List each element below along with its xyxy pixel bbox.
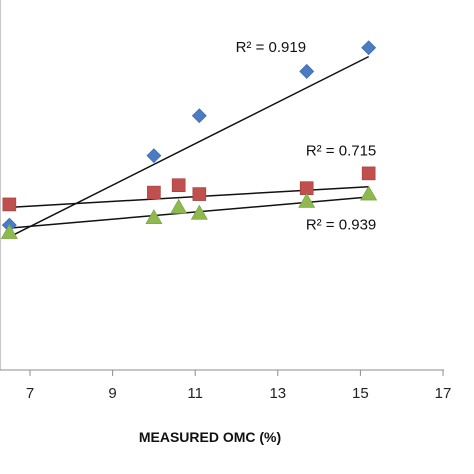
- x-tick-label: 17: [435, 385, 452, 402]
- x-tick-label: 11: [187, 385, 203, 402]
- data-point-series-2: [171, 178, 186, 193]
- x-tick-label: 9: [108, 385, 116, 402]
- data-point-series-3: [170, 198, 188, 214]
- data-point-series-2: [299, 181, 314, 195]
- x-tick-label: 13: [269, 385, 286, 402]
- r2-label-series-1: R² = 0.919: [236, 39, 306, 56]
- data-point-series-1: [191, 108, 207, 124]
- data-point-series-1: [299, 63, 315, 79]
- data-point-series-1: [361, 40, 377, 56]
- chart-axes: 7 9 11 13 15 17: [0, 0, 451, 402]
- r2-label-series-2: R² = 0.715: [306, 143, 376, 160]
- data-point-series-3: [360, 185, 378, 201]
- data-point-series-3: [145, 209, 163, 225]
- r2-labels: R² = 0.919 R² = 0.715 R² = 0.939: [236, 39, 377, 233]
- data-point-series-3: [298, 192, 316, 208]
- trendline-series-2: [9, 185, 369, 209]
- data-point-series-3: [190, 204, 208, 220]
- x-tick-label: 15: [352, 385, 369, 402]
- r2-label-series-3: R² = 0.939: [306, 217, 376, 234]
- data-point-series-2: [361, 166, 376, 181]
- data-point-series-1: [146, 148, 162, 164]
- trendline-series-1: [9, 55, 369, 238]
- data-point-series-3: [0, 223, 18, 239]
- data-point-series-2: [192, 187, 207, 201]
- x-tick-label: 7: [26, 385, 34, 402]
- data-point-series-2: [2, 197, 17, 212]
- x-axis-label: MEASURED OMC (%): [139, 429, 281, 445]
- data-point-series-2: [147, 185, 161, 200]
- data-points: [0, 40, 378, 239]
